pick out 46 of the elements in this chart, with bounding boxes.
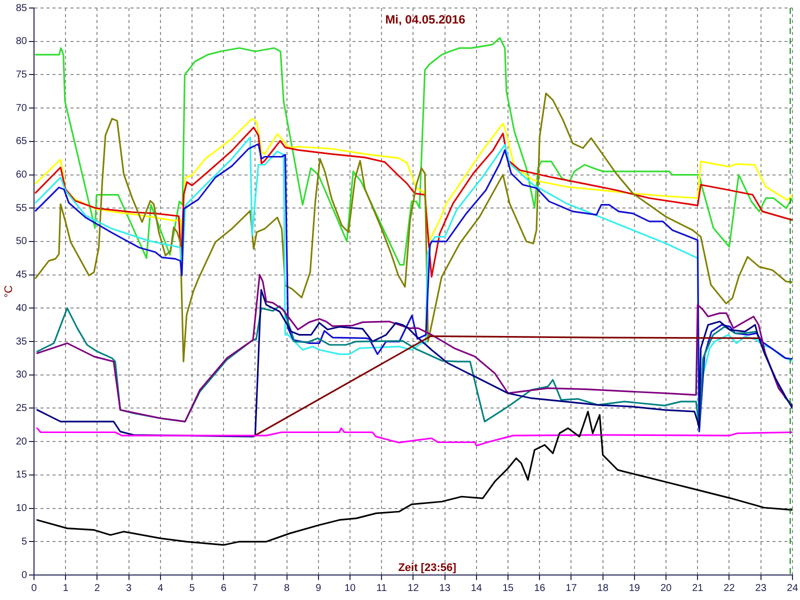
x-tick-label: 0 bbox=[31, 582, 38, 594]
x-tick-label: 12 bbox=[408, 582, 420, 594]
x-axis-title: Zeit [23:56] bbox=[398, 562, 457, 574]
x-tick-label: 10 bbox=[344, 582, 356, 594]
x-tick-label: 3 bbox=[126, 582, 132, 594]
x-tick-label: 1 bbox=[62, 582, 69, 594]
x-tick-label: 18 bbox=[597, 582, 609, 594]
x-tick-label: 19 bbox=[628, 582, 640, 594]
x-tick-label: 5 bbox=[189, 582, 196, 594]
x-tick-label: 13 bbox=[439, 582, 451, 594]
y-tick-label: 5 bbox=[21, 536, 28, 548]
y-axis-title: °C bbox=[3, 285, 16, 298]
x-tick-label: 23 bbox=[755, 582, 767, 594]
y-tick-label: 80 bbox=[16, 36, 28, 48]
y-tick-label: 65 bbox=[16, 136, 28, 148]
y-tick-label: 0 bbox=[21, 570, 28, 581]
x-tick-label: 9 bbox=[316, 582, 322, 594]
y-tick-label: 85 bbox=[16, 2, 28, 14]
x-tick-label: 22 bbox=[724, 582, 736, 594]
x-tick-label: 2 bbox=[94, 582, 100, 594]
x-tick-label: 15 bbox=[502, 582, 514, 594]
chart-title: Mi, 04.05.2016 bbox=[385, 12, 466, 26]
x-tick-label: 16 bbox=[534, 582, 546, 594]
y-tick-label: 50 bbox=[16, 236, 28, 248]
x-tick-label: 4 bbox=[158, 582, 164, 594]
y-tick-label: 70 bbox=[16, 102, 28, 114]
y-tick-label: 45 bbox=[16, 270, 28, 281]
y-tick-label: 10 bbox=[16, 503, 28, 514]
x-tick-label: 11 bbox=[376, 582, 388, 594]
x-tick-label: 24 bbox=[786, 582, 798, 594]
y-tick-label: 30 bbox=[16, 370, 28, 381]
y-tick-label: 60 bbox=[16, 170, 28, 181]
x-tick-label: 14 bbox=[470, 582, 482, 594]
y-tick-label: 55 bbox=[16, 202, 28, 214]
y-tick-label: 25 bbox=[16, 402, 28, 414]
x-tick-label: 8 bbox=[284, 582, 290, 594]
x-tick-label: 6 bbox=[220, 582, 227, 594]
y-tick-label: 35 bbox=[16, 336, 28, 348]
x-tick-label: 20 bbox=[660, 582, 672, 594]
x-tick-label: 17 bbox=[566, 582, 578, 594]
y-tick-label: 15 bbox=[16, 470, 28, 481]
y-tick-label: 20 bbox=[16, 436, 28, 448]
y-tick-label: 40 bbox=[16, 302, 28, 314]
x-tick-label: 21 bbox=[692, 582, 704, 594]
x-tick-label: 7 bbox=[252, 582, 258, 594]
y-tick-label: 75 bbox=[16, 69, 28, 80]
